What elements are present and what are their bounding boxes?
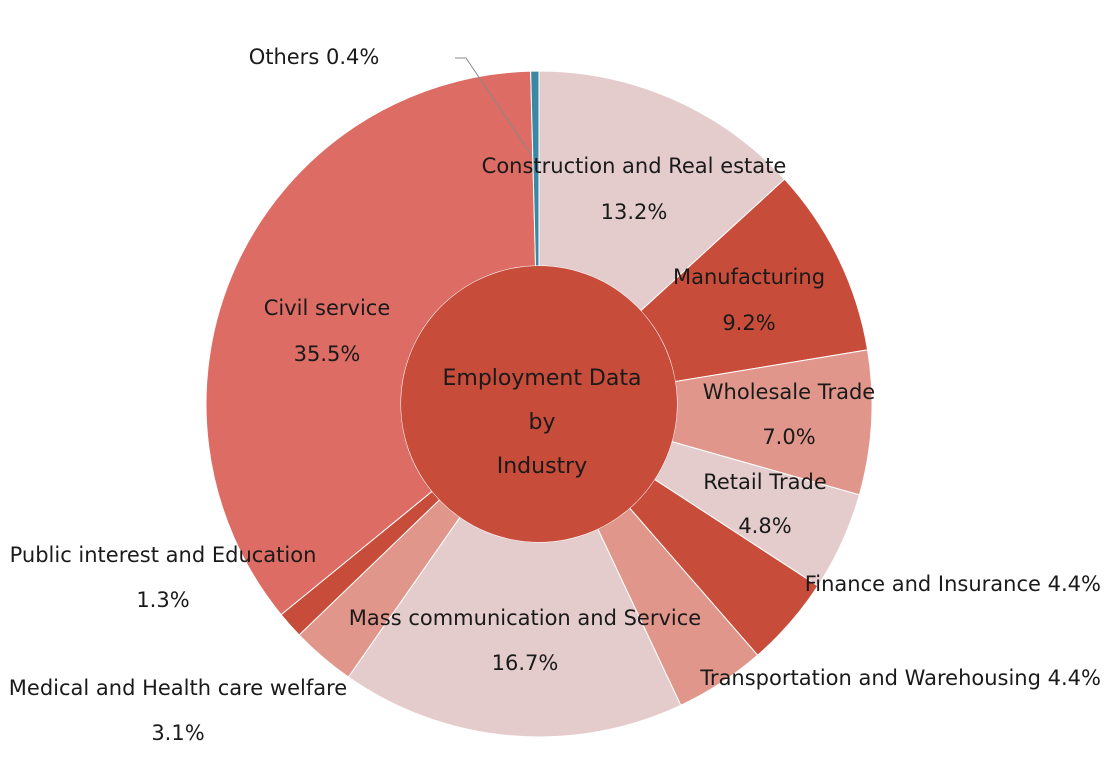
- center-title-line-2: by: [529, 410, 556, 435]
- label-mass-communication-name: Mass communication and Service: [349, 606, 701, 630]
- pie-slices: [205, 70, 873, 738]
- label-civil-service-name: Civil service: [264, 296, 391, 320]
- label-finance-name: Finance and Insurance: [805, 572, 1041, 596]
- label-medical-value: 3.1%: [151, 721, 204, 745]
- label-construction-name: Construction and Real estate: [482, 154, 787, 178]
- label-transportation-name: Transportation and Warehousing: [699, 666, 1041, 690]
- label-retail-name: Retail Trade: [703, 470, 827, 494]
- label-medical-name: Medical and Health care welfare: [9, 676, 347, 700]
- others-leader-line-2: [465, 57, 533, 157]
- label-wholesale-name: Wholesale Trade: [703, 380, 875, 404]
- label-finance: Finance and Insurance 4.4%: [805, 572, 1101, 596]
- label-others-value: 0.4%: [326, 45, 379, 69]
- label-mass-communication-value: 16.7%: [492, 651, 559, 675]
- label-construction-value: 13.2%: [601, 200, 668, 224]
- pie-center: Employment Data by Industry: [401, 266, 677, 542]
- label-civil-service-value: 35.5%: [294, 342, 361, 366]
- label-manufacturing-value: 9.2%: [722, 311, 775, 335]
- label-retail-value: 4.8%: [738, 514, 791, 538]
- center-circle: [401, 266, 677, 542]
- center-title-line-3: Industry: [497, 454, 588, 479]
- label-others-name: Others: [249, 45, 320, 69]
- label-public-interest-name: Public interest and Education: [10, 543, 317, 567]
- label-transportation-value: 4.4%: [1048, 666, 1101, 690]
- label-others: Others 0.4%: [249, 45, 380, 69]
- label-finance-value: 4.4%: [1048, 572, 1101, 596]
- label-wholesale-value: 7.0%: [762, 425, 815, 449]
- center-title-line-1: Employment Data: [443, 366, 642, 391]
- slice-labels: Construction and Real estate 13.2% Manuf…: [9, 45, 1101, 745]
- label-public-interest-value: 1.3%: [136, 588, 189, 612]
- label-manufacturing-name: Manufacturing: [673, 265, 825, 289]
- label-transportation: Transportation and Warehousing 4.4%: [699, 666, 1101, 690]
